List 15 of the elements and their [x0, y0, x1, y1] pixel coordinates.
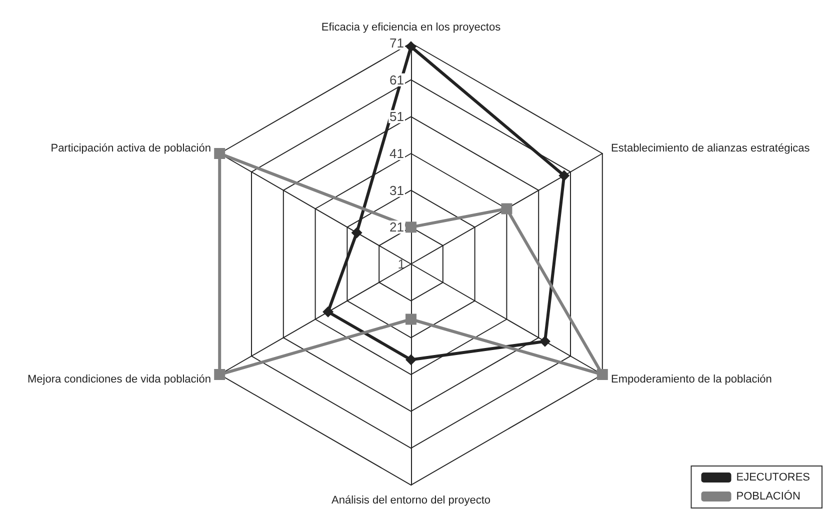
legend-label: POBLACIÓN — [736, 490, 800, 502]
spoke-label: Participación activa de población — [50, 142, 211, 154]
spoke-label: Eficacia y eficiencia en los proyectos — [321, 22, 502, 34]
y-tick-label: 31 — [390, 182, 404, 198]
spoke-label: Empoderamiento de la población — [611, 374, 772, 386]
y-tick-label: 41 — [390, 146, 404, 161]
legend-label: EJECUTORES — [736, 472, 810, 484]
y-tick-label: 71 — [390, 36, 404, 50]
text: 1 — [398, 256, 405, 272]
y-tick-label: 61 — [390, 72, 404, 88]
y-tick-label: 21 — [390, 220, 404, 235]
spoke-label: Mejora condiciones de vida población — [27, 374, 211, 386]
y-tick-label: 51 — [390, 109, 404, 124]
spoke-label: Análisis del entorno del proyecto — [332, 494, 490, 506]
spoke-label: Establecimiento de alianzas estratégicas — [611, 142, 810, 154]
